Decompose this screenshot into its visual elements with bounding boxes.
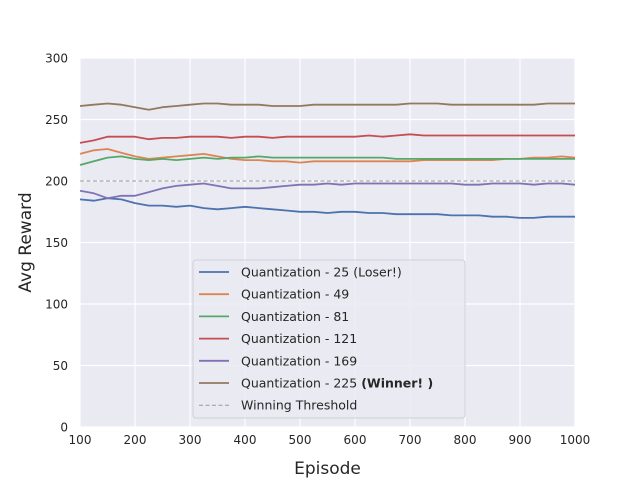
y-tick-label: 300 [45,52,68,66]
x-tick-label: 100 [69,433,92,447]
legend-label: Quantization - 169 [241,353,357,368]
x-tick-label: 700 [399,433,422,447]
series-line-5 [79,182,576,200]
legend-label: Quantization - 121 [241,331,357,346]
legend-label: Quantization - 225 [241,376,361,391]
legend-entry: Quantization - 225 (Winner! ) [241,376,433,391]
x-axis-label: Episode [294,459,361,479]
x-tick-label: 800 [454,433,477,447]
series-line-4 [79,133,575,144]
legend-box [192,259,466,419]
series-lines [79,102,576,219]
legend-entry: Winning Threshold [241,398,357,413]
x-tick-label: 1000 [560,433,591,447]
y-tick-label: 150 [45,236,68,250]
legend-label: Quantization - 49 [241,287,349,302]
legend-entry: Quantization - 121 [241,331,357,346]
legend-entry: Quantization - 169 [241,353,357,368]
x-tick-label: 500 [289,433,312,447]
y-ticks: 0 50 100 150 200 250 300 [45,52,68,435]
y-tick-label: 100 [45,298,68,312]
series-line-6 [79,102,575,111]
y-tick-label: 250 [45,113,68,127]
series-line-3 [79,155,575,166]
x-tick-label: 400 [234,433,257,447]
y-axis-label: Avg Reward [16,192,36,292]
y-tick-label: 200 [45,175,68,189]
legend-label: Quantization - 25 (Loser!) [241,265,402,280]
series-line-1 [79,197,575,219]
legend-entry: Quantization - 49 [241,287,349,302]
y-tick-label: 0 [60,421,68,435]
y-tick-label: 50 [53,359,68,373]
x-tick-label: 900 [509,433,532,447]
legend-label-bold: (Winner! ) [361,376,433,391]
legend-entry: Quantization - 81 [241,309,349,324]
series-line-2 [79,148,576,164]
legend: Quantization - 25 (Loser!) Quantization -… [192,259,466,419]
x-tick-label: 600 [344,433,367,447]
x-ticks: 100 200 300 400 500 600 700 800 900 1000 [69,433,591,447]
x-tick-label: 200 [124,433,147,447]
legend-label: Quantization - 81 [241,309,349,324]
legend-entry: Quantization - 25 (Loser!) [241,265,402,280]
legend-label: Winning Threshold [241,398,357,413]
x-tick-label: 300 [179,433,202,447]
